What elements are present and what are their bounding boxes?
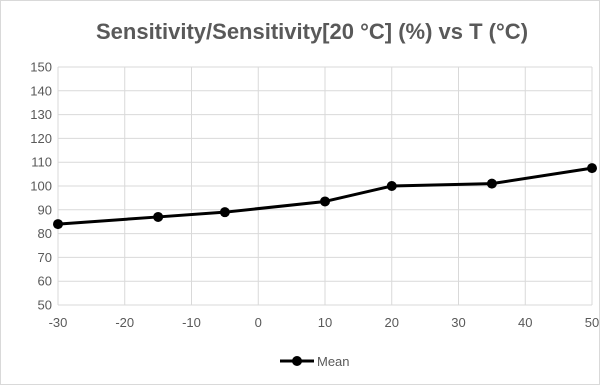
y-tick-label: 90	[38, 202, 52, 217]
data-point	[486, 178, 497, 189]
x-tick-label: -10	[182, 315, 201, 330]
y-tick-label: 70	[38, 250, 52, 265]
legend-label: Mean	[317, 354, 350, 369]
chart-title: Sensitivity/Sensitivity[20 °C] (%) vs T …	[96, 19, 528, 44]
gridlines	[57, 66, 593, 306]
y-tick-label: 80	[38, 226, 52, 241]
x-tick-label: 40	[518, 315, 532, 330]
data-point	[219, 207, 230, 218]
data-point	[386, 181, 397, 191]
x-tick-label: 10	[318, 315, 332, 330]
x-tick-label: 30	[451, 315, 465, 330]
x-tick-label: 20	[385, 315, 399, 330]
legend-marker	[292, 356, 302, 366]
data-point	[53, 219, 63, 230]
y-tick-label: 150	[30, 60, 52, 75]
x-tick-label: -30	[49, 315, 68, 330]
x-tick-label: 50	[585, 315, 599, 330]
y-tick-label: 130	[30, 107, 52, 122]
y-tick-label: 50	[38, 298, 52, 313]
x-tick-label: 0	[255, 315, 262, 330]
data-point	[153, 211, 164, 222]
series-layer	[53, 163, 597, 230]
y-tick-label: 140	[30, 83, 52, 98]
legend: Mean	[280, 354, 350, 369]
y-tick-label: 120	[30, 131, 52, 146]
x-tick-label: -20	[115, 315, 134, 330]
y-tick-label: 100	[30, 179, 52, 194]
y-tick-label: 60	[38, 274, 52, 289]
data-point	[587, 163, 597, 174]
tick-labels: 50 60 70 80 90 100 110 120 130 140 150 -30 -20 -10 0 10…	[30, 60, 599, 331]
y-tick-label: 110	[31, 155, 52, 170]
data-point	[320, 196, 330, 207]
